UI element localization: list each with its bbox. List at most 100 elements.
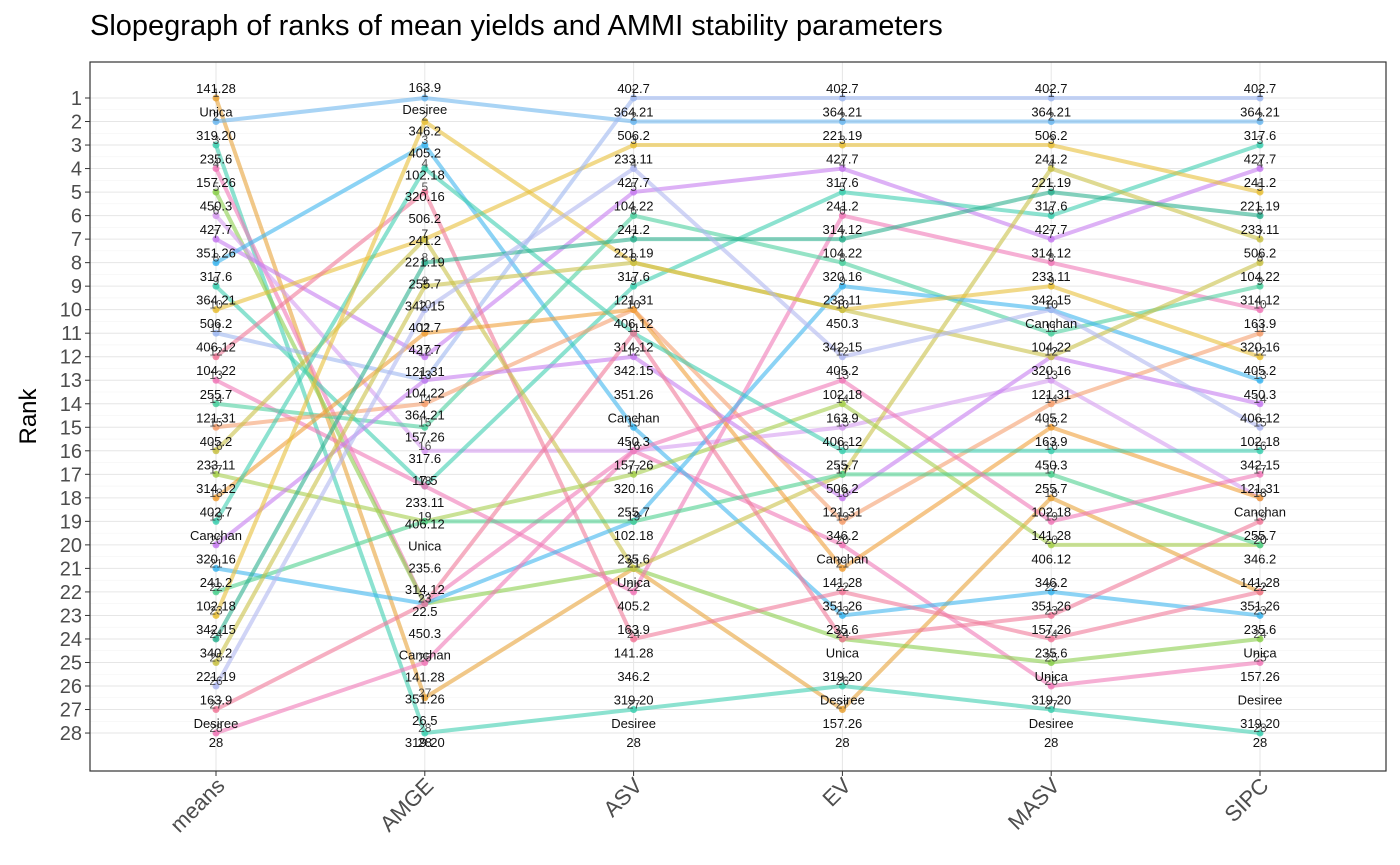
data-point xyxy=(1047,588,1055,596)
genotype-label: 157.26 xyxy=(196,175,236,190)
data-point xyxy=(838,353,846,361)
data-point xyxy=(212,635,220,643)
bottom-rank-label: 28 xyxy=(418,735,432,750)
y-tick-label: 2 xyxy=(71,112,82,134)
rank-label: 8 xyxy=(213,251,220,265)
genotype-label: 402.7 xyxy=(1244,81,1277,96)
data-point xyxy=(212,611,220,619)
y-tick-label: 22 xyxy=(60,582,82,604)
data-point xyxy=(630,517,638,525)
rank-label: 27 xyxy=(627,698,641,712)
data-point xyxy=(421,165,429,173)
rank-label: 16 xyxy=(418,439,432,453)
genotype-label: 364.21 xyxy=(405,408,445,423)
genotype-label: 221.19 xyxy=(823,128,863,143)
genotype-label: 221.19 xyxy=(1240,199,1280,214)
data-point xyxy=(1256,329,1264,337)
rank-label: 15 xyxy=(1253,415,1267,429)
genotype-label: 255.7 xyxy=(200,387,233,402)
genotype-label: 157.26 xyxy=(405,429,445,444)
data-point xyxy=(838,94,846,102)
data-point xyxy=(630,118,638,126)
data-point xyxy=(1256,141,1264,149)
genotype-label: 104.22 xyxy=(823,246,863,261)
rank-label: 14 xyxy=(1045,392,1059,406)
rank-label: 11 xyxy=(1045,321,1058,335)
rank-label: 18 xyxy=(1045,486,1059,500)
y-tick-label: 27 xyxy=(60,700,82,722)
data-point xyxy=(421,94,429,102)
rank-label: 18 xyxy=(1253,486,1267,500)
y-tick-label: 15 xyxy=(60,417,82,439)
y-axis: 1234567891011121314151617181920212223242… xyxy=(60,88,90,745)
x-tick-label: means xyxy=(165,773,229,837)
genotype-label: 255.7 xyxy=(826,457,859,472)
genotype-label: 235.6 xyxy=(617,551,650,566)
genotype-label: 22.5 xyxy=(412,604,437,619)
rank-label: 9 xyxy=(839,274,846,288)
genotype-label: 427.7 xyxy=(1244,152,1277,167)
data-point xyxy=(1047,470,1055,478)
data-point xyxy=(838,212,846,220)
genotype-label: 104.22 xyxy=(1240,269,1280,284)
rank-label: 8 xyxy=(1048,251,1055,265)
genotype-label: 342.15 xyxy=(1240,457,1280,472)
data-point xyxy=(212,564,220,572)
genotype-label: Canchan xyxy=(816,551,868,566)
genotype-label: 314.12 xyxy=(405,582,445,597)
rank-label: 17 xyxy=(627,462,641,476)
genotype-label: 346.2 xyxy=(409,124,442,139)
rank-label: 19 xyxy=(1253,509,1267,523)
data-point xyxy=(1256,729,1264,737)
genotype-label: 102.18 xyxy=(196,598,236,613)
data-point xyxy=(630,423,638,431)
data-point xyxy=(1256,423,1264,431)
genotype-label: Canchan xyxy=(1234,504,1286,519)
rank-label: 23 xyxy=(1253,603,1267,617)
rank-label: 28 xyxy=(418,721,432,735)
genotype-label: 317.6 xyxy=(826,175,859,190)
data-point xyxy=(630,470,638,478)
rank-label: 11 xyxy=(1254,321,1267,335)
rank-label: 11 xyxy=(419,321,432,335)
series-line-21 xyxy=(214,284,1262,606)
rank-label: 3 xyxy=(630,133,637,147)
rank-label: 19 xyxy=(627,509,641,523)
rank-label: 15 xyxy=(1045,415,1059,429)
rank-label: 1 xyxy=(630,86,637,100)
genotype-label: 364.21 xyxy=(823,105,863,120)
data-point xyxy=(212,141,220,149)
data-point xyxy=(1047,706,1055,714)
data-point xyxy=(1256,541,1264,549)
data-point xyxy=(630,235,638,243)
x-tick-label: EV xyxy=(817,773,856,812)
genotype-label: 141.28 xyxy=(1031,528,1071,543)
rank-label: 4 xyxy=(630,157,637,171)
y-tick-label: 10 xyxy=(60,300,82,322)
genotype-label: Desiree xyxy=(1238,693,1283,708)
y-tick-label: 20 xyxy=(60,535,82,557)
data-point xyxy=(212,259,220,267)
genotype-label: 364.21 xyxy=(1031,105,1071,120)
data-point xyxy=(421,141,429,149)
genotype-label: 320.16 xyxy=(614,481,654,496)
data-point xyxy=(838,235,846,243)
data-point xyxy=(630,188,638,196)
series-line-19 xyxy=(214,166,1262,524)
genotype-label: 157.26 xyxy=(1240,669,1280,684)
rank-label: 18 xyxy=(836,486,850,500)
rank-label: 3 xyxy=(213,133,220,147)
data-point xyxy=(1256,447,1264,455)
rank-label: 12 xyxy=(1045,345,1059,359)
y-tick-label: 14 xyxy=(60,394,82,416)
series-line-28 xyxy=(214,378,1262,736)
data-point xyxy=(838,165,846,173)
data-point xyxy=(1047,376,1055,384)
rank-label: 9 xyxy=(630,274,637,288)
data-point xyxy=(1047,212,1055,220)
genotype-label: 351.26 xyxy=(823,598,863,613)
data-point xyxy=(838,400,846,408)
series-line-26 xyxy=(214,166,1262,688)
data-point xyxy=(838,706,846,714)
